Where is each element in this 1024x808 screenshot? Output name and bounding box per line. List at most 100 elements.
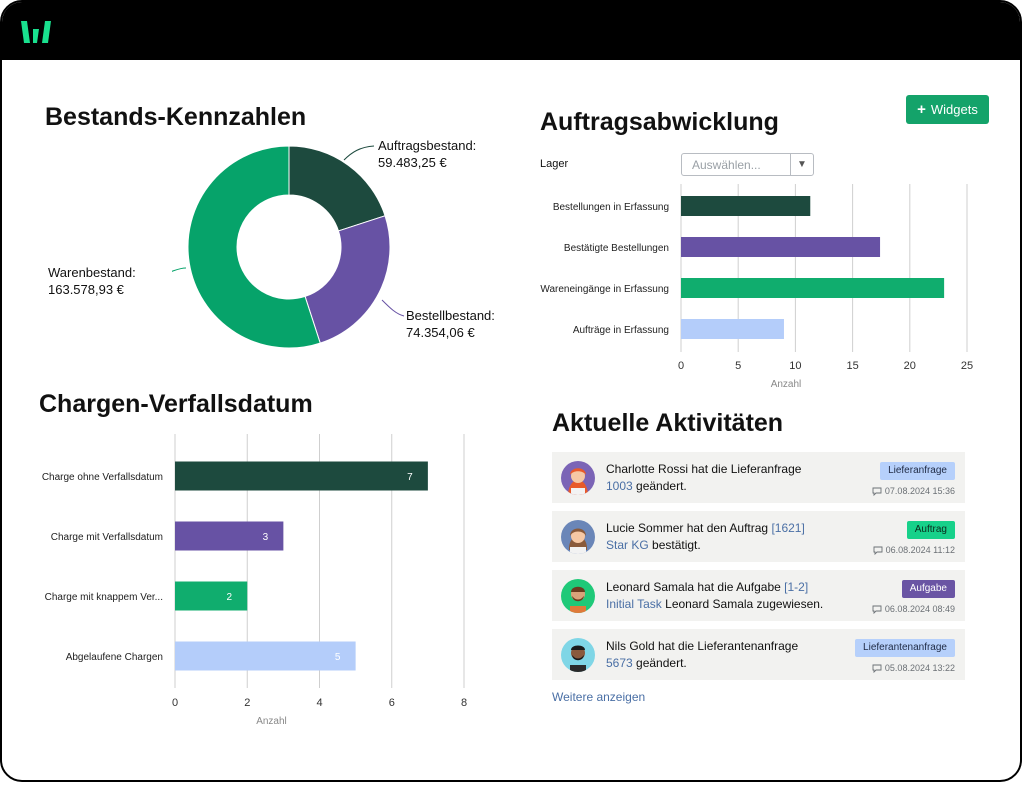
activities-title: Aktuelle Aktivitäten — [552, 409, 784, 437]
activity-text-end: geändert. — [632, 479, 687, 493]
activity-link[interactable]: [1-2] — [784, 580, 809, 594]
activity-text-end: bestätigt. — [648, 538, 701, 552]
category-label: Bestellungen in Erfassung — [553, 202, 669, 213]
bestand-title: Bestands-Kennzahlen — [45, 103, 307, 131]
type-badge[interactable]: Lieferanfrage — [880, 462, 955, 480]
category-label: Bestätigte Bestellungen — [564, 243, 669, 254]
bar-abgelaufene-chargen[interactable] — [175, 641, 356, 671]
activity-text-start: Nils Gold hat die Lieferantenanfrage — [606, 639, 799, 653]
type-badge[interactable]: Aufgabe — [901, 580, 955, 598]
x-tick-label: 5 — [735, 360, 741, 372]
x-tick-label: 15 — [846, 360, 858, 372]
leader-line-bestell — [381, 299, 405, 317]
donut-slice-warenbestand[interactable] — [187, 145, 321, 349]
auftragsbestand-name: Auftragsbestand: — [378, 138, 477, 153]
avatar — [561, 520, 595, 554]
category-label: Aufträge in Erfassung — [573, 325, 669, 336]
brand-logo-icon[interactable] — [20, 19, 52, 45]
auftragsbestand-value: 59.483,25 € — [378, 155, 447, 170]
activity-text: Charlotte Rossi hat die Lieferanfrage 100… — [606, 461, 856, 495]
leader-line-auftrag — [343, 145, 375, 161]
bar-charge-ohne-verfallsdatum[interactable] — [175, 461, 428, 491]
bar-wareneingänge-in-erfassung[interactable] — [681, 278, 945, 298]
bar-value-label: 2 — [226, 592, 232, 603]
avatar — [561, 638, 595, 672]
activity-text: Lucie Sommer hat den Auftrag [1621] Star … — [606, 520, 856, 554]
leader-line-waren — [172, 267, 187, 272]
activity-item[interactable]: Lucie Sommer hat den Auftrag [1621] Star … — [552, 511, 965, 562]
category-label: Charge ohne Verfallsdatum — [42, 472, 163, 483]
category-label: Wareneingänge in Erfassung — [540, 284, 669, 295]
activity-list: Charlotte Rossi hat die Lieferanfrage 100… — [552, 452, 965, 688]
activity-timestamp: 06.08.2024 11:12 — [885, 545, 955, 555]
x-tick-label: 2 — [244, 697, 250, 709]
chevron-down-icon[interactable]: ▼ — [790, 154, 813, 175]
activity-item[interactable]: Charlotte Rossi hat die Lieferanfrage 100… — [552, 452, 965, 503]
donut-slice-bestellbestand[interactable] — [304, 215, 391, 344]
app-window: + Widgets Bestands-Kennzahlen Auftragsbe… — [0, 0, 1022, 782]
avatar — [561, 579, 595, 613]
activity-text-end: geändert. — [632, 656, 687, 670]
auftrag-bar-chart: 0 5 10 15 20 25 Bestellungen in Erfassung Bestä… — [540, 184, 973, 390]
activity-timestamp: 06.08.2024 08:49 — [884, 604, 955, 614]
warenbestand-label: Warenbestand: 163.578,93 € — [48, 264, 136, 298]
comment-icon — [873, 546, 883, 555]
x-tick-label: 8 — [461, 697, 467, 709]
donut-slice-auftragsbestand[interactable] — [288, 145, 386, 232]
comment-icon — [872, 605, 882, 614]
activity-link[interactable]: Initial Task — [606, 597, 662, 611]
warenbestand-name: Warenbestand: — [48, 265, 136, 280]
x-tick-label: 4 — [316, 697, 322, 709]
bar-bestellungen-in-erfassung[interactable] — [681, 196, 811, 216]
auftragsbestand-label: Auftragsbestand: 59.483,25 € — [378, 137, 476, 171]
chargen-bar-chart: 0 2 4 6 8 Charge ohne Verfallsdatum 7 Charge mi… — [42, 434, 467, 727]
category-label: Abgelaufene Chargen — [66, 652, 163, 663]
bar-value-label: 3 — [263, 532, 269, 543]
activity-meta: 05.08.2024 13:22 — [872, 663, 955, 673]
type-badge[interactable]: Auftrag — [906, 521, 955, 539]
lager-label: Lager — [540, 158, 569, 170]
activity-text-end: Leonard Samala zugewiesen. — [661, 597, 824, 611]
category-label: Charge mit knappem Ver... — [45, 592, 163, 603]
type-badge[interactable]: Lieferantenanfrage — [855, 639, 955, 657]
activity-item[interactable]: Nils Gold hat die Lieferantenanfrage 5673… — [552, 629, 965, 680]
widgets-label: Widgets — [930, 102, 978, 117]
x-axis-label: Anzahl — [256, 716, 287, 727]
bar-charge-mit-verfallsdatum[interactable] — [175, 521, 284, 551]
bestellbestand-value: 74.354,06 € — [406, 325, 475, 340]
plus-icon: + — [917, 101, 926, 118]
x-tick-label: 6 — [389, 697, 395, 709]
category-label: Charge mit Verfallsdatum — [51, 532, 163, 543]
bestand-donut-chart — [172, 145, 405, 349]
chargen-title: Chargen-Verfallsdatum — [39, 390, 313, 418]
activity-text: Leonard Samala hat die Aufgabe [1-2] Init… — [606, 579, 856, 613]
auftrag-title: Auftragsabwicklung — [540, 108, 779, 136]
bar-aufträge-in-erfassung[interactable] — [681, 319, 784, 339]
lager-select[interactable]: Auswählen... ▼ — [681, 153, 814, 176]
activity-meta: 06.08.2024 08:49 — [872, 604, 955, 614]
comment-icon — [872, 487, 882, 496]
activity-item[interactable]: Leonard Samala hat die Aufgabe [1-2] Init… — [552, 570, 965, 621]
bestellbestand-label: Bestellbestand: 74.354,06 € — [406, 307, 495, 341]
activity-link[interactable]: 5673 — [606, 656, 633, 670]
warenbestand-value: 163.578,93 € — [48, 282, 124, 297]
activity-text-start: Leonard Samala hat die Aufgabe — [606, 580, 785, 594]
lager-select-placeholder: Auswählen... — [692, 158, 761, 172]
activity-meta: 06.08.2024 11:12 — [873, 545, 955, 555]
activity-link[interactable]: Star KG — [606, 538, 649, 552]
add-widgets-button[interactable]: + Widgets — [906, 95, 989, 124]
bar-bestätigte-bestellungen[interactable] — [681, 237, 881, 257]
bar-charge-mit-knappem-ver[interactable] — [175, 581, 248, 611]
activity-link[interactable]: [1621] — [771, 521, 805, 535]
activity-link[interactable]: 1003 — [606, 479, 633, 493]
activity-timestamp: 07.08.2024 15:36 — [884, 486, 955, 496]
x-tick-label: 20 — [904, 360, 916, 372]
x-tick-label: 0 — [678, 360, 684, 372]
x-tick-label: 25 — [961, 360, 973, 372]
x-tick-label: 10 — [789, 360, 801, 372]
activity-timestamp: 05.08.2024 13:22 — [884, 663, 955, 673]
x-axis-label: Anzahl — [771, 379, 802, 390]
activity-text-start: Lucie Sommer hat den Auftrag — [606, 521, 772, 535]
show-more-link[interactable]: Weitere anzeigen — [552, 690, 646, 704]
activity-text-start: Charlotte Rossi hat die Lieferanfrage — [606, 462, 802, 476]
